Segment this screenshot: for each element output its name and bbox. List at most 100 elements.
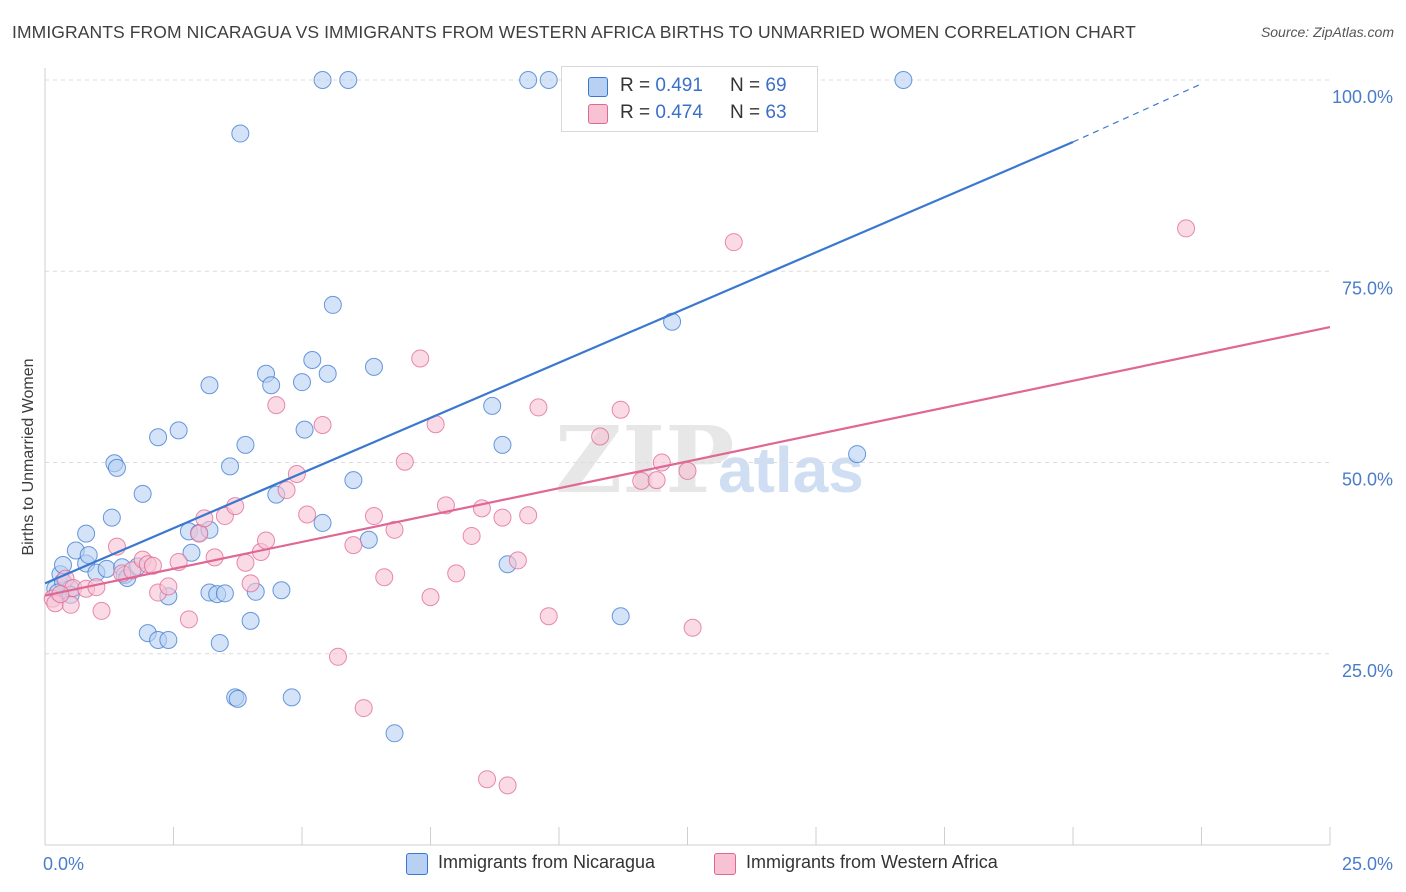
point-nicaragua	[97, 559, 116, 578]
point-western-africa	[632, 471, 651, 490]
point-nicaragua	[133, 484, 152, 503]
trendline-western-africa	[44, 326, 1331, 597]
point-western-africa	[462, 526, 481, 545]
point-nicaragua	[77, 524, 96, 543]
point-western-africa	[447, 564, 466, 583]
point-nicaragua	[228, 689, 247, 708]
source-label: Source: ZipAtlas.com	[1260, 24, 1394, 40]
point-nicaragua	[200, 376, 219, 395]
watermark-atlas: atlas	[718, 434, 864, 506]
point-western-africa	[241, 574, 260, 593]
point-nicaragua	[169, 421, 188, 440]
y-tick-label: 100.0%	[1332, 87, 1393, 107]
watermark-zip: ZIP	[555, 406, 734, 514]
point-western-africa	[287, 464, 306, 483]
point-nicaragua	[182, 543, 201, 562]
point-nicaragua	[221, 457, 240, 476]
axes	[44, 68, 1331, 846]
point-nicaragua	[295, 420, 314, 439]
point-western-africa	[179, 610, 198, 629]
legend-n-value: 63	[765, 102, 787, 123]
x-tick-label: 0.0%	[43, 854, 84, 874]
point-western-africa	[411, 349, 430, 368]
point-western-africa	[344, 536, 363, 555]
point-western-africa	[493, 508, 512, 527]
point-western-africa	[205, 548, 224, 567]
bottom-swatch-nicaragua	[406, 853, 428, 875]
point-nicaragua	[483, 396, 502, 415]
point-nicaragua	[107, 458, 126, 477]
legend-swatch-nicaragua	[588, 77, 608, 97]
legend-r-label: R =	[620, 75, 651, 96]
point-western-africa	[611, 400, 630, 419]
point-western-africa	[298, 505, 317, 524]
bottom-swatch-western-africa	[714, 853, 736, 875]
point-western-africa	[328, 647, 347, 666]
y-tick-label: 25.0%	[1342, 661, 1393, 681]
point-western-africa	[313, 416, 332, 435]
bottom-legend-label: Immigrants from Western Africa	[746, 852, 998, 872]
point-nicaragua	[215, 584, 234, 603]
point-western-africa	[421, 588, 440, 607]
point-western-africa	[508, 551, 527, 570]
point-western-africa	[724, 233, 743, 252]
point-western-africa	[92, 601, 111, 620]
point-nicaragua	[323, 295, 342, 314]
y-axis-label: Births to Unmarried Women	[20, 358, 37, 555]
point-western-africa	[385, 520, 404, 539]
point-nicaragua	[282, 688, 301, 707]
point-nicaragua	[519, 71, 538, 89]
point-nicaragua	[303, 350, 322, 369]
point-nicaragua	[539, 71, 558, 89]
point-nicaragua	[611, 607, 630, 626]
point-western-africa	[257, 531, 276, 550]
point-nicaragua	[210, 634, 229, 653]
point-nicaragua	[313, 71, 332, 89]
point-nicaragua	[493, 435, 512, 454]
point-western-africa	[395, 452, 414, 471]
point-western-africa	[678, 461, 697, 480]
point-nicaragua	[848, 445, 867, 464]
point-western-africa	[519, 506, 538, 525]
chart-title: IMMIGRANTS FROM NICARAGUA VS IMMIGRANTS …	[12, 22, 1136, 42]
point-nicaragua	[102, 508, 121, 527]
legend-n-label: N =	[730, 102, 761, 123]
legend-r-label: R =	[620, 102, 651, 123]
point-western-africa	[591, 427, 610, 446]
point-western-africa	[1177, 219, 1196, 238]
bottom-legend-label: Immigrants from Nicaragua	[438, 852, 656, 872]
legend-r-value: 0.474	[655, 102, 703, 123]
point-western-africa	[277, 481, 296, 500]
point-western-africa	[647, 471, 666, 490]
legend-n-label: N =	[730, 75, 761, 96]
point-western-africa	[529, 398, 548, 417]
point-nicaragua	[339, 71, 358, 89]
point-western-africa	[267, 396, 286, 415]
point-western-africa	[436, 496, 455, 515]
point-western-africa	[478, 770, 497, 789]
trendline-nicaragua	[44, 140, 1074, 585]
y-tick-label: 75.0%	[1342, 278, 1393, 298]
trend-lines	[44, 83, 1331, 597]
point-nicaragua	[318, 364, 337, 383]
point-nicaragua	[231, 124, 250, 143]
point-nicaragua	[344, 471, 363, 490]
point-nicaragua	[236, 435, 255, 454]
point-nicaragua	[894, 71, 913, 89]
point-nicaragua	[272, 581, 291, 600]
point-nicaragua	[385, 724, 404, 743]
point-western-africa	[143, 556, 162, 575]
point-western-africa	[159, 577, 178, 596]
y-tick-label: 50.0%	[1342, 470, 1393, 490]
point-western-africa	[539, 607, 558, 626]
point-western-africa	[190, 524, 209, 543]
correlation-legend: R = 0.491 N = 69 R = 0.474 N = 63	[561, 66, 818, 132]
legend-r-value: 0.491	[655, 75, 703, 96]
x-tick-label: 25.0%	[1342, 854, 1393, 874]
legend-n-value: 69	[765, 75, 787, 96]
point-nicaragua	[364, 357, 383, 376]
point-western-africa	[354, 699, 373, 718]
legend-swatch-western-africa	[588, 104, 608, 124]
point-western-africa	[236, 553, 255, 572]
